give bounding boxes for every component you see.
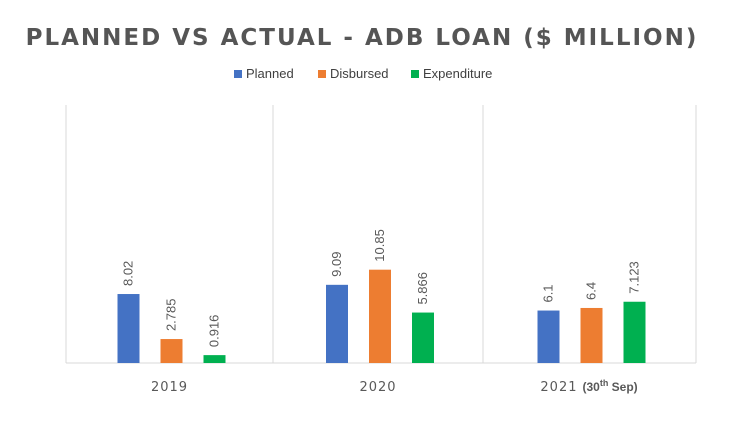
category-note: (30th Sep) [583,378,638,394]
chart-title: PLANNED VS ACTUAL - ADB LOAN ($ MILLION) [26,25,699,51]
category-label: 2019 [151,380,188,395]
legend-swatch-disbursed [318,70,326,78]
bar-expenditure-2020 [412,312,434,363]
data-label: 5.866 [415,272,430,305]
data-label: 2.785 [164,299,179,332]
bar-expenditure-2021 [623,301,646,363]
legend: Planned Disbursed Expenditure [234,66,492,81]
legend-label-expenditure: Expenditure [423,66,492,81]
bar-disbursed-2021 [580,307,603,363]
legend-swatch-planned [234,70,242,78]
data-label: 0.916 [207,315,222,348]
data-label: 6.4 [584,282,599,300]
bar-planned-2021 [537,310,560,363]
data-label: 9.09 [329,252,344,277]
category-label: 2021 [540,380,577,395]
bar-disbursed-2019 [160,339,183,363]
bar-expenditure-2019 [203,355,226,363]
category-label: 2020 [359,380,396,395]
bars [117,269,646,363]
data-label: 8.02 [121,261,136,286]
bar-planned-2019 [117,294,140,363]
data-labels: 8.02 2.785 0.916 9.09 10.85 5.866 6.1 6.4 7.123 [121,229,642,347]
data-label: 6.1 [541,284,556,302]
bar-disbursed-2020 [369,269,391,363]
legend-label-planned: Planned [246,66,294,81]
legend-swatch-expenditure [411,70,419,78]
bar-planned-2020 [326,284,348,363]
data-label: 10.85 [372,229,387,262]
data-label: 7.123 [627,261,642,294]
legend-label-disbursed: Disbursed [330,66,389,81]
category-labels: 2019 2020 2021 (30th Sep) [151,378,638,395]
